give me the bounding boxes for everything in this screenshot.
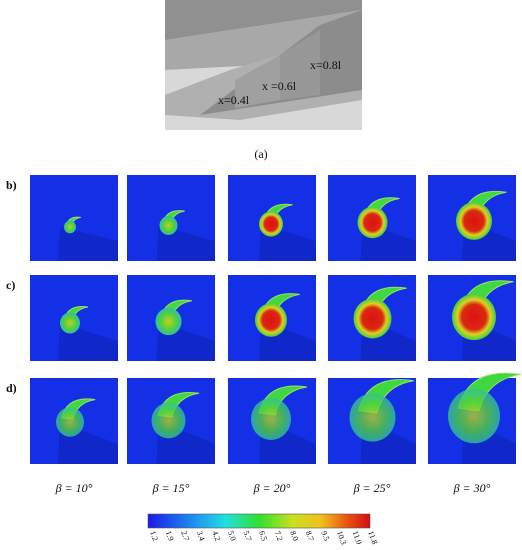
vortex-core	[349, 393, 396, 442]
contour-panel	[30, 378, 118, 464]
vortex-core	[155, 307, 182, 336]
row-label: b)	[6, 178, 17, 192]
wake	[58, 227, 118, 261]
vortex-core	[60, 312, 80, 334]
vortex-core	[251, 398, 291, 440]
colorbar-tick: 1.2	[148, 530, 160, 542]
contour-panel	[228, 275, 316, 361]
colorbar-tick: 11.8	[366, 530, 379, 546]
contour-panel	[30, 275, 118, 361]
column-label: β = 20°	[253, 481, 291, 495]
row-label: c)	[6, 278, 15, 292]
vortex-core	[452, 293, 496, 341]
colorbar-tick: 8.7	[304, 530, 316, 542]
row-label: d)	[6, 381, 17, 395]
section-label: x=0.4l	[218, 93, 250, 107]
contour-panel	[428, 372, 521, 464]
contour-panel	[328, 275, 416, 361]
vortex-core	[151, 402, 186, 439]
colorbar-tick: 10.3	[335, 530, 348, 546]
contour-panel	[127, 275, 215, 361]
contour-panel	[328, 175, 416, 261]
colorbar-tick: 8.0	[288, 530, 300, 542]
vortex-core	[56, 407, 84, 437]
contour-panel	[428, 175, 516, 261]
vortex-core	[255, 303, 287, 337]
panel-grid: b) c) d)	[6, 175, 521, 464]
column-label: β = 15°	[152, 481, 190, 495]
section-label: x =0.6l	[262, 79, 297, 93]
vortex-core	[357, 206, 388, 239]
column-label: β = 25°	[353, 481, 391, 495]
column-label: β = 10°	[55, 481, 93, 495]
section-label: x=0.8l	[310, 58, 342, 72]
column-label: β = 30°	[453, 481, 491, 495]
colorbar-tick: 2.7	[179, 530, 191, 542]
contour-panel	[228, 175, 316, 261]
contour-panel	[127, 175, 215, 261]
vortex-core	[353, 298, 392, 339]
contour-panel	[428, 275, 516, 361]
colorbar-tick: 6.5	[257, 530, 269, 542]
colorbar-tick: 4.2	[210, 530, 222, 542]
vortex-core	[448, 388, 500, 444]
contour-panel	[30, 175, 118, 261]
contour-panel	[328, 378, 416, 464]
geometry-view	[165, 0, 362, 130]
contour-panel	[228, 378, 316, 464]
contour-panel	[127, 378, 215, 464]
colorbar-tick: 1.9	[164, 530, 176, 542]
caption: (a)	[254, 147, 267, 161]
vortex-core	[159, 216, 178, 235]
colorbar	[147, 513, 371, 529]
colorbar-tick: 5.7	[242, 530, 254, 542]
colorbar-tick: 7.2	[273, 530, 285, 542]
vortex-core	[64, 220, 76, 234]
colorbar-tick: 3.4	[195, 530, 207, 542]
vortex-core	[456, 202, 492, 240]
vortex-core	[259, 211, 283, 237]
colorbar-tick: 5.0	[226, 530, 238, 542]
colorbar-tick: 11.0	[351, 530, 364, 546]
colorbar-tick: 9.5	[319, 530, 331, 542]
